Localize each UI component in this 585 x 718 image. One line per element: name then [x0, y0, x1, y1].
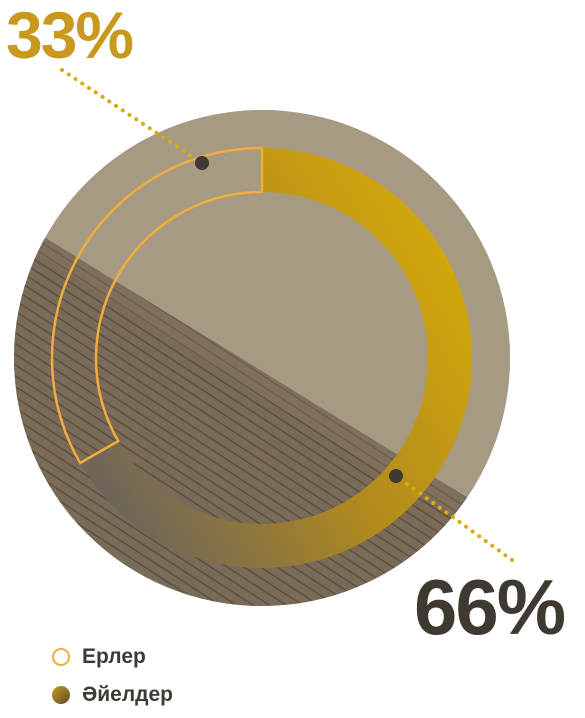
filled-circle-icon: [52, 686, 70, 704]
percent-label-women: 66%: [414, 563, 566, 651]
legend-item-women: Әйелдер: [52, 680, 173, 710]
legend-label-women: Әйелдер: [82, 683, 174, 706]
legend: Ерлер Әйелдер: [52, 642, 173, 718]
leader-men-dot: [195, 156, 209, 170]
leader-lines: [60, 68, 514, 562]
donut-slices: [50, 146, 473, 568]
legend-label-men: Ерлер: [82, 645, 146, 668]
leader-women-line: [394, 474, 514, 562]
leader-women-dot: [389, 469, 403, 483]
slice-men: [50, 146, 264, 465]
percent-label-men: 33%: [6, 0, 134, 72]
outline-circle-icon: [52, 648, 70, 666]
legend-item-men: Ерлер: [52, 642, 173, 672]
